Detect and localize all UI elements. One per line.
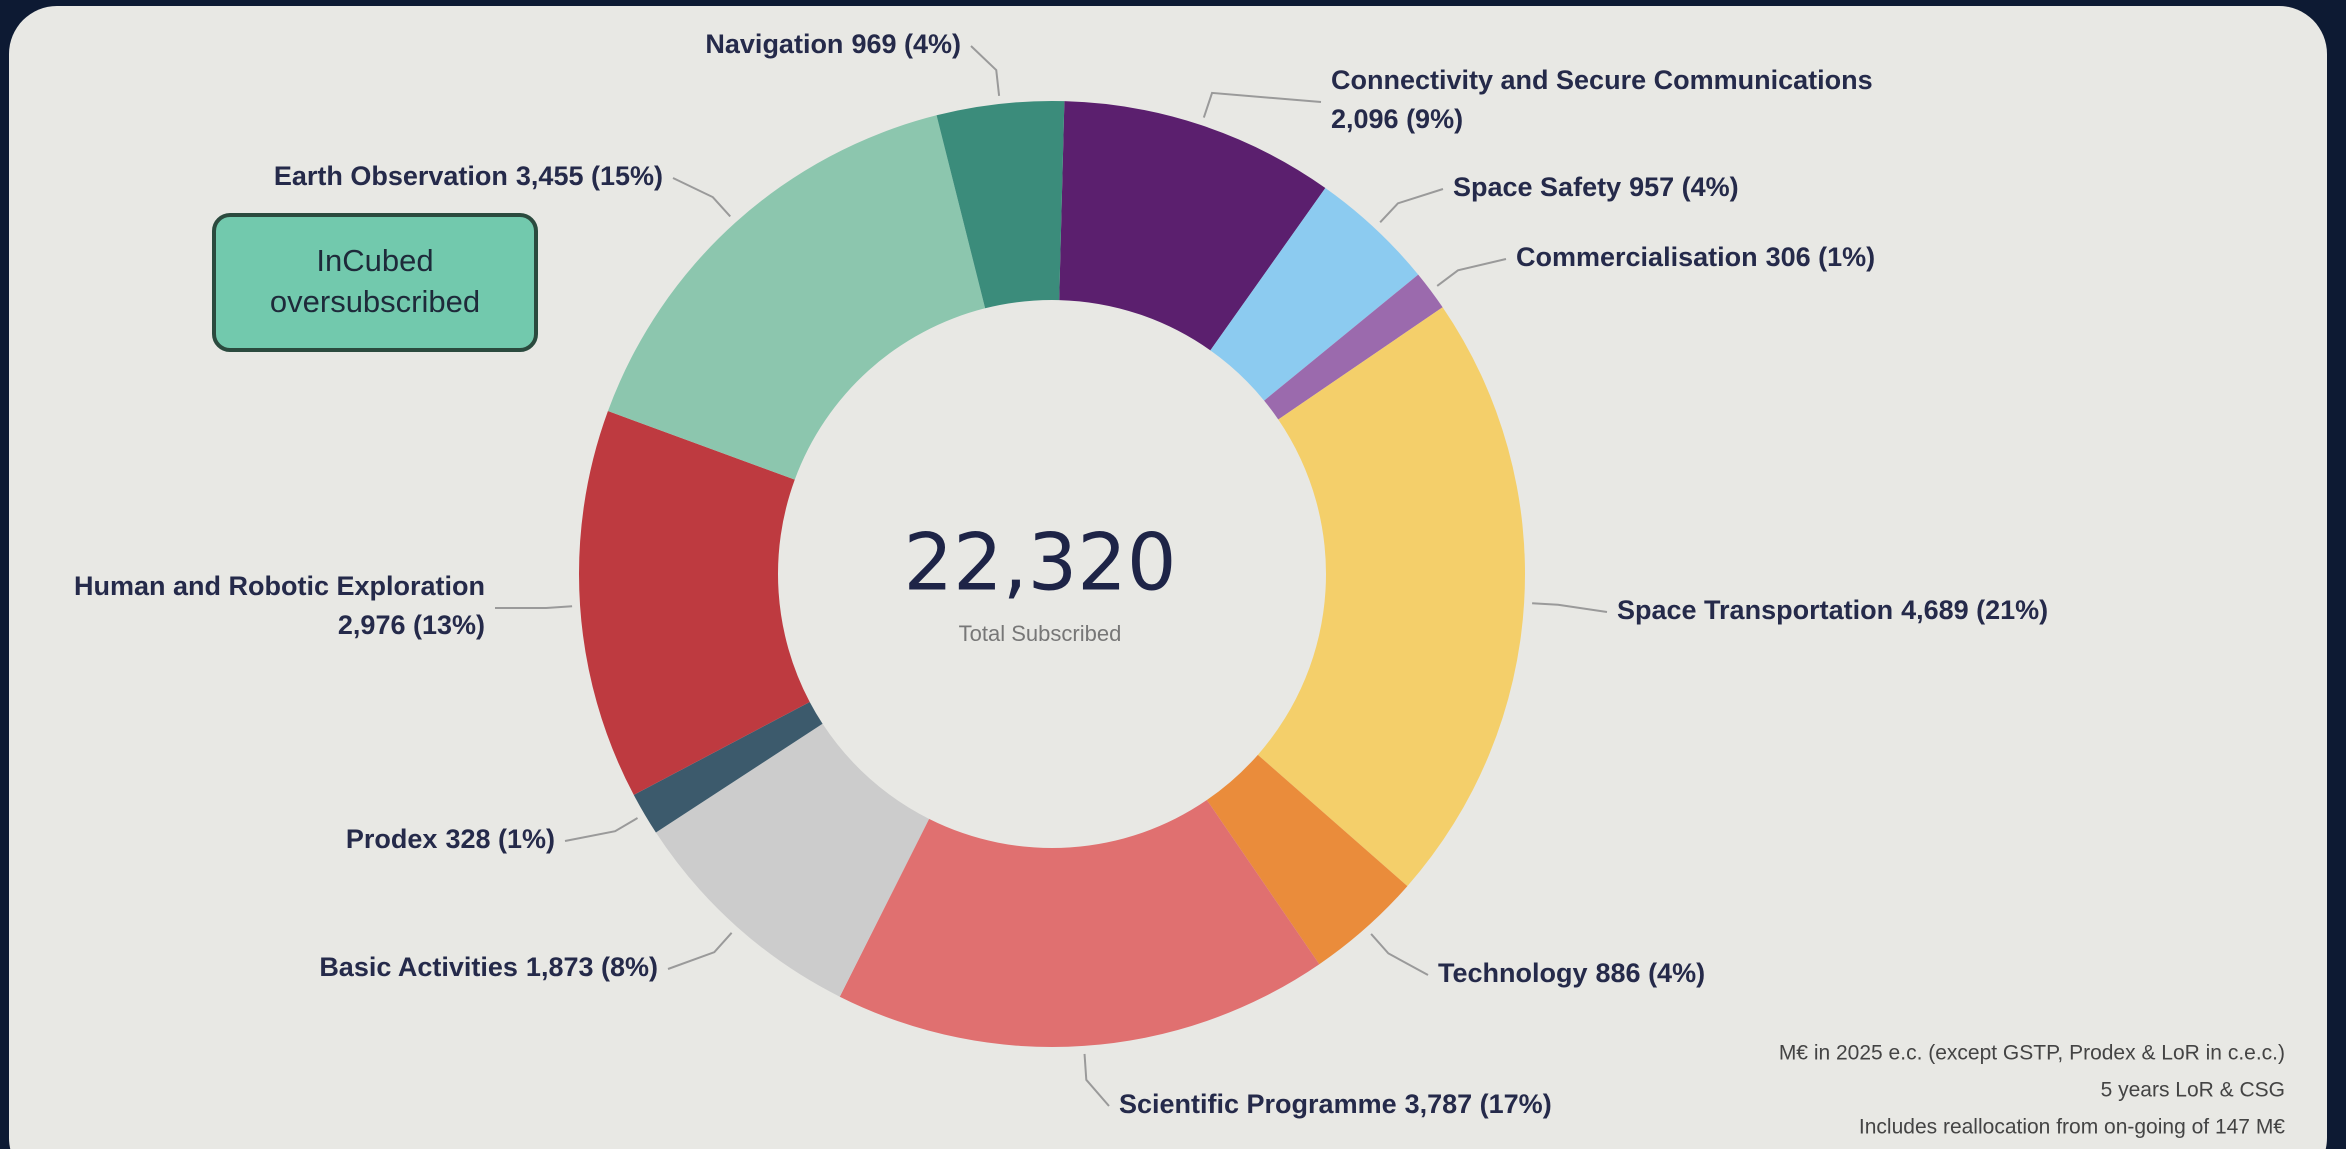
value-label: 2,976 (13%) <box>338 610 485 640</box>
annotation: oversubscribed <box>270 284 480 319</box>
category-name: Earth Observation <box>274 161 508 191</box>
leader-line <box>1379 188 1444 224</box>
slice <box>579 411 810 795</box>
data-label: Space Transportation 4,689 (21%) <box>1617 595 2048 625</box>
slice <box>607 115 986 480</box>
data-label: Technology 886 (4%) <box>1438 958 1705 988</box>
value-label: 886 (4%) <box>1596 958 1706 988</box>
leader-line <box>1436 258 1507 287</box>
data-label: Prodex 328 (1%) <box>346 824 555 854</box>
category-name: Connectivity and Secure Communications <box>1331 65 1873 95</box>
annotation-box <box>212 213 538 352</box>
category-name: Commercialisation <box>1516 242 1758 272</box>
leader-line <box>1202 91 1322 118</box>
leader-line <box>1532 602 1608 613</box>
note: M€ in 2025 e.c. (except GSTP, Prodex & L… <box>1779 1042 2285 1065</box>
leader-line <box>564 817 639 842</box>
slice <box>1059 101 1326 351</box>
leader-line <box>667 932 733 970</box>
slice <box>936 100 1065 309</box>
data-label: Earth Observation 3,455 (15%) <box>274 161 663 191</box>
category-name: Human and Robotic Exploration <box>74 571 485 601</box>
slice <box>633 701 823 833</box>
donut <box>579 100 1525 1047</box>
leader-line <box>1370 933 1429 976</box>
category-name: Space Transportation <box>1617 595 1893 625</box>
data-label: Scientific Programme 3,787 (17%) <box>1119 1089 1552 1119</box>
value-label: 4,689 (21%) <box>1901 595 2048 625</box>
category-name: Technology <box>1438 958 1588 988</box>
slice <box>839 800 1320 1047</box>
note: 5 years LoR & CSG <box>2101 1079 2285 1102</box>
value-label: 1,873 (8%) <box>526 952 658 982</box>
category-name: Basic Activities <box>319 952 518 982</box>
value-label: 969 (4%) <box>851 29 961 59</box>
note: Includes reallocation from on-going of 1… <box>1859 1116 2285 1139</box>
value-label: 3,787 (17%) <box>1405 1089 1552 1119</box>
leader-line <box>494 605 573 610</box>
category-name: Scientific Programme <box>1119 1089 1397 1119</box>
slice <box>1210 187 1419 401</box>
data-label: Connectivity and Secure Communications 2,… <box>1331 65 1873 134</box>
panel <box>9 6 2327 1149</box>
category-name: Space Safety <box>1453 172 1621 202</box>
slice <box>1257 307 1525 887</box>
center-label: Total Subscribed <box>959 621 1122 646</box>
value-label: 3,455 (15%) <box>516 161 663 191</box>
leader-line <box>1083 1053 1110 1107</box>
slice <box>1206 754 1408 965</box>
leader-line <box>970 45 1001 97</box>
value-label: 328 (1%) <box>445 824 555 854</box>
slice <box>1264 274 1443 420</box>
leader-line <box>672 177 731 218</box>
data-label: Commercialisation 306 (1%) <box>1516 242 1875 272</box>
slice <box>655 723 930 997</box>
center-total: 22,320 <box>904 518 1177 608</box>
value-label: 2,096 (9%) <box>1331 104 1463 134</box>
category-name: Navigation <box>705 29 843 59</box>
data-label: Human and Robotic Exploration 2,976 (13%) <box>74 571 485 640</box>
data-label: Space Safety 957 (4%) <box>1453 172 1739 202</box>
value-label: 957 (4%) <box>1629 172 1739 202</box>
category-name: Prodex <box>346 824 438 854</box>
value-label: 306 (1%) <box>1766 242 1876 272</box>
annotation: InCubed <box>316 243 433 278</box>
data-label: Navigation 969 (4%) <box>705 29 961 59</box>
labels: Connectivity and Secure Communications 2,… <box>74 29 2048 1119</box>
data-label: Basic Activities 1,873 (8%) <box>319 952 658 982</box>
